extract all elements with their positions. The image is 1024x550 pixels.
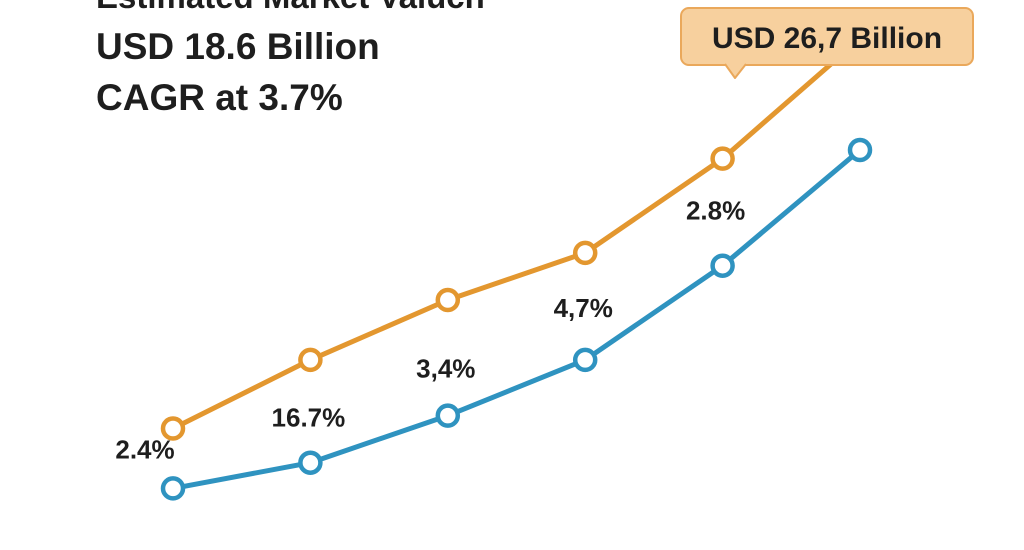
data-point-orange-4: [572, 240, 598, 266]
value-callout-box: [680, 7, 974, 66]
series-line-blue: [170, 147, 863, 491]
data-point-orange-3: [435, 287, 461, 313]
data-point-blue-3: [435, 403, 461, 428]
data-point-blue-5: [710, 253, 735, 278]
series-layer: [160, 26, 873, 501]
data-point-orange-5: [710, 146, 735, 171]
data-label-4: 4,7%: [554, 293, 613, 323]
data-point-blue-4: [572, 347, 598, 373]
value-callout: USD 26,7 Billion: [680, 7, 974, 79]
series-line-orange: [170, 36, 863, 431]
data-point-blue-2: [298, 450, 323, 475]
data-label-5: 2.8%: [686, 196, 745, 226]
estimated-value: USD 18.6 Billion: [96, 26, 380, 67]
data-point-blue-6: [847, 137, 873, 163]
value-callout-tail: [724, 63, 747, 79]
data-point-blue-1: [160, 476, 186, 501]
data-label-2: 16.7%: [272, 403, 346, 433]
chart-title: Estimated Market Valuch: [96, 0, 485, 16]
point-label-layer: 2.4% 16.7% 3,4% 4,7% 2.8%: [115, 196, 745, 465]
data-point-orange-2: [298, 347, 323, 373]
data-point-orange-1: [160, 416, 186, 441]
value-callout-label: USD 26,7 Billion: [712, 22, 942, 55]
data-label-3: 3,4%: [416, 354, 475, 384]
data-label-1: 2.4%: [115, 434, 174, 464]
cagr-value: CAGR at 3.7%: [96, 77, 343, 118]
